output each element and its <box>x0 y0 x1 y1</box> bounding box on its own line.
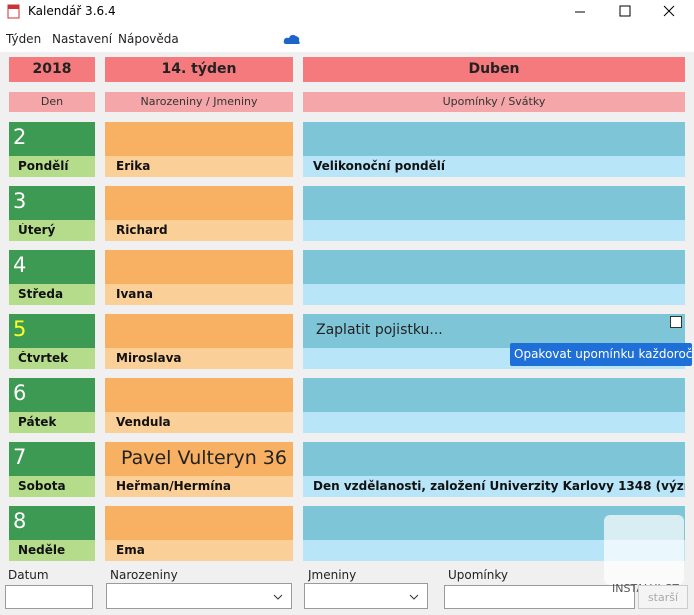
reminder-block[interactable] <box>303 378 685 412</box>
day-number: 7 <box>13 445 27 469</box>
nameday-select[interactable] <box>304 583 428 609</box>
reminder-block[interactable] <box>303 186 685 220</box>
maximize-button[interactable] <box>619 5 631 17</box>
birthday-block[interactable] <box>105 186 293 220</box>
footer-label: Datum <box>8 568 49 582</box>
older-button[interactable]: starší <box>638 585 688 609</box>
title-bar-icons <box>7 4 675 19</box>
footer-label: Narozeniny <box>110 568 178 582</box>
birthday-block[interactable] <box>105 506 293 540</box>
birthday-select[interactable] <box>106 583 292 609</box>
day-name-block <box>9 220 95 241</box>
nameday: Heřman/Hermína <box>116 479 231 493</box>
nameday: Miroslava <box>116 351 182 365</box>
nameday: Ema <box>116 543 145 557</box>
footer-label: Upomínky <box>448 568 508 582</box>
day-name-block <box>9 476 95 497</box>
reminder-block[interactable] <box>303 122 685 156</box>
nameday-block <box>105 412 293 433</box>
reminder-input[interactable] <box>444 585 635 609</box>
birthday: Pavel Vulteryn 36 <box>121 447 287 469</box>
app-icon-top <box>8 5 19 9</box>
holiday-block <box>303 412 685 433</box>
nameday: Vendula <box>116 415 171 429</box>
nameday-block <box>105 156 293 177</box>
menu-bar: Týden Nastavení Nápověda <box>0 24 694 52</box>
day-block[interactable] <box>9 122 95 156</box>
birthday-block[interactable] <box>105 122 293 156</box>
column-header: Upomínky / Svátky <box>303 92 685 112</box>
holiday-block <box>303 156 685 177</box>
window-title: Kalendář 3.6.4 <box>28 4 116 18</box>
day-number: 5 <box>13 317 27 341</box>
day-number: 3 <box>13 189 27 213</box>
week-header: 14. týden <box>105 57 293 82</box>
day-name-block <box>9 540 95 561</box>
day-name-block <box>9 284 95 305</box>
birthday-block[interactable] <box>105 250 293 284</box>
reminder: Zaplatit pojistku... <box>316 322 443 338</box>
day-name: Pátek <box>18 415 57 429</box>
nameday: Richard <box>116 223 168 237</box>
day-name-block <box>9 156 95 177</box>
holiday-block <box>303 284 685 305</box>
nameday: Ivana <box>116 287 154 301</box>
day-name: Pondělí <box>18 159 69 173</box>
day-number: 4 <box>13 253 27 277</box>
menu-item[interactable]: Nápověda <box>118 32 179 46</box>
reminder-block[interactable] <box>303 250 685 284</box>
nameday: Erika <box>116 159 151 173</box>
year-header: 2018 <box>9 57 95 82</box>
nameday-block <box>105 476 293 497</box>
day-block[interactable] <box>9 314 95 348</box>
repeat-checkbox[interactable] <box>670 316 682 328</box>
day-block[interactable] <box>9 378 95 412</box>
column-header: Den <box>9 92 95 112</box>
day-name: Středa <box>18 287 64 301</box>
birthday-block[interactable] <box>105 378 293 412</box>
holiday-block <box>303 220 685 241</box>
day-name-block <box>9 412 95 433</box>
day-name-block <box>9 348 95 369</box>
holiday-block <box>303 476 685 497</box>
footer-label: Jmeniny <box>308 568 357 582</box>
day-name: Neděle <box>18 543 66 557</box>
birthday-block[interactable] <box>105 314 293 348</box>
day-name: Sobota <box>18 479 66 493</box>
nameday-block <box>105 284 293 305</box>
day-name: Úterý <box>18 223 56 237</box>
birthday-block[interactable] <box>105 442 293 476</box>
close-button[interactable] <box>663 5 675 17</box>
nameday-block <box>105 220 293 241</box>
menu-item[interactable]: Nastavení <box>52 32 113 46</box>
day-number: 6 <box>13 381 27 405</box>
column-header: Narozeniny / Jmeniny <box>105 92 293 112</box>
day-number: 2 <box>13 125 27 149</box>
reminder-block[interactable] <box>303 442 685 476</box>
holiday: Velikonoční pondělí <box>313 159 445 173</box>
day-block[interactable] <box>9 186 95 220</box>
day-block[interactable] <box>9 250 95 284</box>
date-input[interactable] <box>5 585 93 609</box>
day-number: 8 <box>13 509 27 533</box>
day-block[interactable] <box>9 506 95 540</box>
nameday-block <box>105 348 293 369</box>
cloud-icon[interactable] <box>283 33 301 45</box>
reminder-block[interactable] <box>303 314 685 348</box>
month-header: Duben <box>303 57 685 82</box>
day-block[interactable] <box>9 442 95 476</box>
nameday-block <box>105 540 293 561</box>
holiday: Den vzdělanosti, založení Univerzity Kar… <box>313 479 685 493</box>
watermark-logo <box>604 515 684 585</box>
holiday-block <box>303 540 685 561</box>
day-name: Čtvrtek <box>18 351 69 365</box>
title-bar: Kalendář 3.6.4 <box>0 0 694 24</box>
tooltip: Opakovat upomínku každoročně. <box>510 343 692 366</box>
menu-item[interactable]: Týden <box>6 32 42 46</box>
